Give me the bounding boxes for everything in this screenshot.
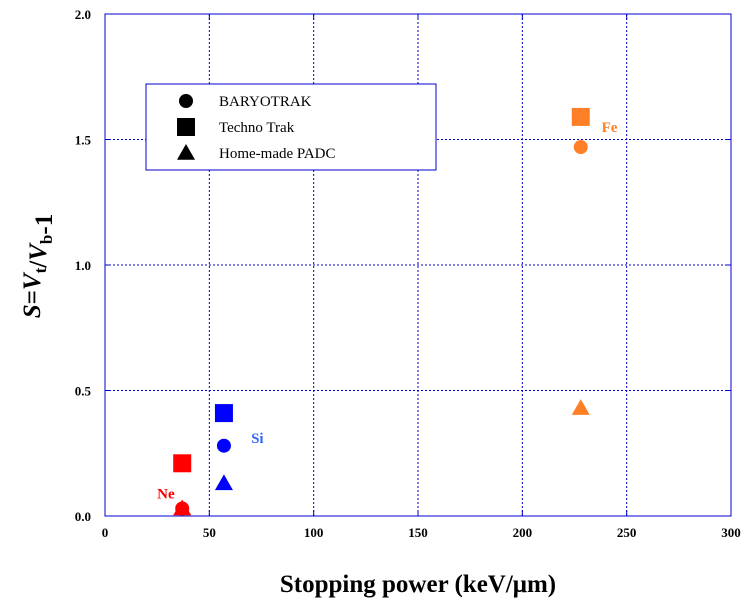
y-title-sub_t: t (31, 267, 50, 273)
triangle-point (214, 474, 233, 491)
square-point (173, 454, 192, 473)
y-title-minus1: -1 (31, 214, 58, 235)
square-point (214, 404, 233, 423)
y-axis-tick-labels: 0.0 0.5 1.0 1.5 2.0 (75, 7, 92, 524)
y-tick-label: 1.0 (75, 258, 91, 273)
legend-square-marker (177, 118, 195, 136)
legend-item: Techno Trak (177, 118, 295, 136)
y-title-s: S (19, 304, 46, 318)
y-title-vb: V (25, 242, 52, 261)
y-title-eq: = (19, 290, 46, 304)
x-axis-tick-labels: 0 50 100 150 200 250 300 (102, 525, 741, 540)
legend-item: Home-made PADC (177, 144, 336, 162)
triangle-point (173, 499, 192, 516)
legend-label: Techno Trak (219, 120, 295, 136)
x-tick-label: 100 (304, 525, 324, 540)
y-tick-label: 0.5 (75, 384, 92, 399)
y-title-slash: / (25, 260, 52, 269)
circle-point (573, 140, 588, 155)
element-label: Fe (602, 120, 618, 136)
x-tick-label: 0 (102, 525, 109, 540)
element-label: Si (251, 431, 264, 447)
y-axis-title: S=Vt/Vb-1 (19, 214, 58, 318)
data-points (173, 107, 590, 516)
element-annotations: Ne Si Fe (157, 120, 618, 502)
x-tick-label: 150 (408, 525, 428, 540)
x-tick-label: 250 (617, 525, 637, 540)
legend-circle-marker (179, 94, 193, 108)
y-title-vt: V (19, 271, 46, 290)
y-tick-label: 2.0 (75, 7, 91, 22)
element-label: Ne (157, 486, 175, 502)
x-tick-label: 50 (203, 525, 216, 540)
y-title-sub_b: b (37, 235, 56, 244)
triangle-point (571, 399, 590, 415)
axis-ticks (104, 13, 732, 517)
square-point (571, 107, 590, 126)
y-tick-label: 1.5 (75, 133, 92, 148)
x-axis-title: Stopping power (keV/μm) (280, 571, 556, 598)
legend-triangle-marker (177, 144, 195, 160)
x-tick-label: 300 (721, 525, 741, 540)
legend-label: BARYOTRAK (219, 94, 312, 110)
y-tick-label: 0.0 (75, 509, 91, 524)
legend-label: Home-made PADC (219, 146, 336, 162)
x-tick-label: 200 (513, 525, 533, 540)
circle-point (216, 438, 231, 453)
legend-item: BARYOTRAK (179, 94, 312, 110)
legend: BARYOTRAK Techno Trak Home-made PADC (145, 83, 437, 171)
